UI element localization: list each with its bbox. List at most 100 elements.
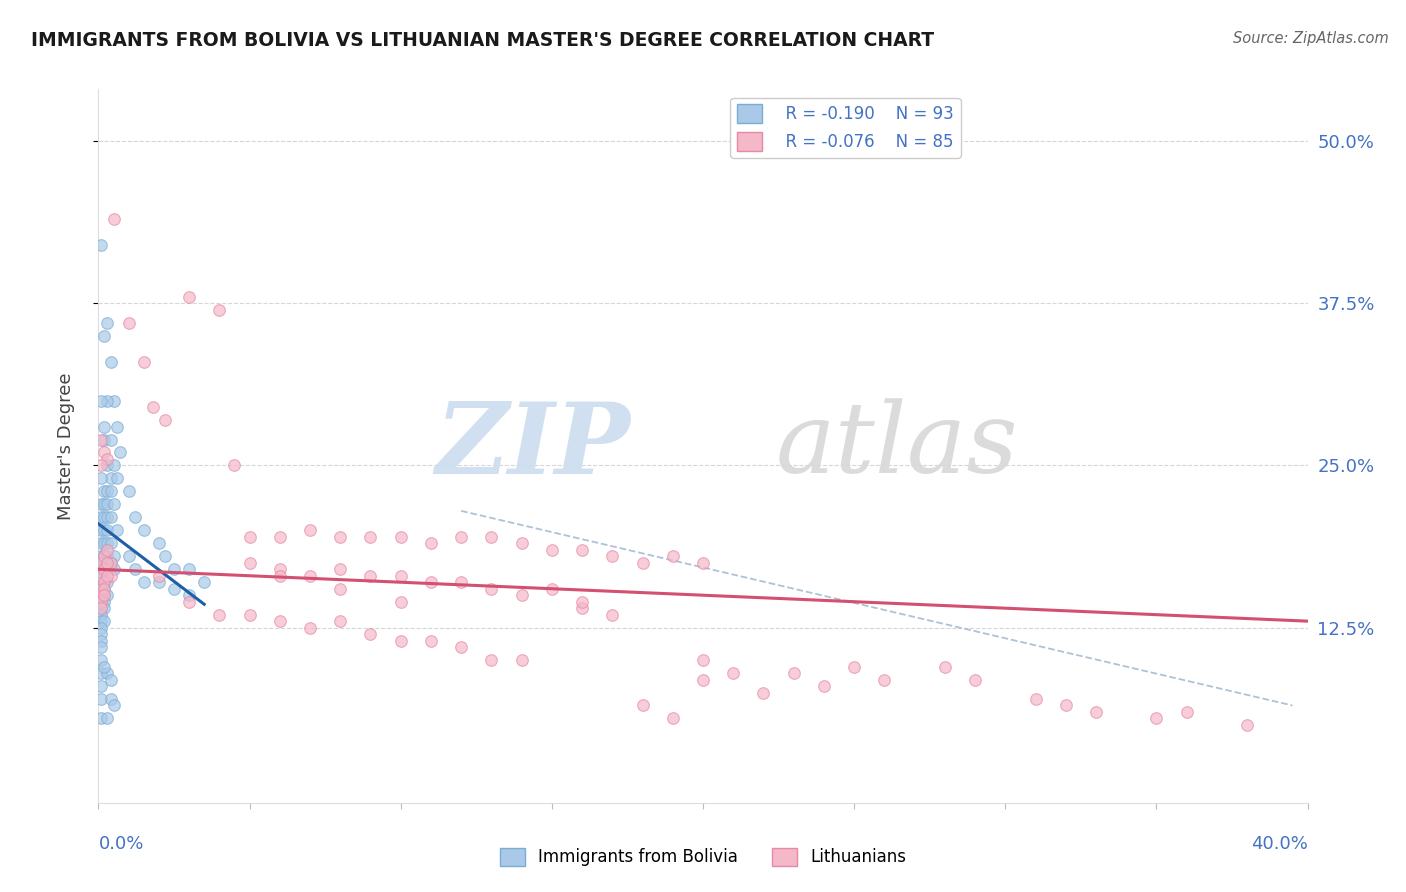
Point (450, 640, 472, 654)
Point (93, 575, 115, 590)
Point (96, 549, 118, 564)
Point (100, 354, 122, 368)
Point (90, 471, 112, 485)
Point (93, 582, 115, 596)
Point (93, 328, 115, 343)
Point (329, 614, 352, 628)
Point (90, 640, 112, 654)
Point (510, 536, 533, 550)
Point (389, 595, 412, 609)
Point (96, 524, 118, 538)
Point (1175, 705, 1198, 719)
Point (269, 568, 291, 582)
Point (269, 562, 291, 576)
Point (723, 666, 745, 681)
Point (96, 510, 118, 524)
Point (90, 692, 112, 706)
Point (93, 659, 115, 673)
Point (124, 562, 146, 576)
Point (239, 556, 262, 570)
Point (692, 556, 714, 570)
Point (93, 549, 115, 564)
Point (96, 556, 118, 570)
Point (208, 302, 231, 317)
Point (93, 575, 115, 590)
Point (1054, 698, 1077, 713)
Y-axis label: Master's Degree: Master's Degree (56, 372, 75, 520)
Point (873, 673, 896, 687)
Point (602, 607, 624, 622)
Text: 0.0%: 0.0% (98, 835, 143, 853)
Point (118, 549, 141, 564)
Point (163, 562, 186, 576)
Point (93, 510, 115, 524)
Point (1085, 705, 1108, 719)
Point (329, 562, 352, 576)
Point (360, 530, 382, 544)
Point (90, 621, 112, 635)
Point (103, 562, 125, 576)
Point (93, 549, 115, 564)
Text: 40.0%: 40.0% (1251, 835, 1308, 853)
Point (90, 568, 112, 582)
Point (132, 575, 155, 590)
Text: atlas: atlas (776, 399, 1018, 493)
Point (96, 484, 118, 499)
Point (90, 653, 112, 667)
Point (692, 653, 714, 667)
Point (90, 510, 112, 524)
Point (93, 419, 115, 434)
Point (100, 556, 122, 570)
Point (100, 510, 122, 524)
Point (90, 556, 112, 570)
Point (90, 433, 112, 447)
Point (142, 400, 165, 414)
Point (389, 530, 412, 544)
Point (90, 679, 112, 693)
Point (813, 679, 835, 693)
Point (93, 588, 115, 602)
Point (540, 542, 562, 557)
Point (118, 484, 141, 499)
Point (96, 575, 118, 590)
Point (90, 711, 112, 725)
Point (96, 393, 118, 408)
Point (96, 568, 118, 582)
Point (100, 484, 122, 499)
Point (1236, 718, 1258, 732)
Point (93, 536, 115, 550)
Point (163, 582, 186, 596)
Point (132, 354, 155, 368)
Point (100, 536, 122, 550)
Point (90, 595, 112, 609)
Point (90, 556, 112, 570)
Point (420, 633, 443, 648)
Point (934, 659, 956, 673)
Point (105, 524, 128, 538)
Point (90, 614, 112, 628)
Point (153, 413, 176, 427)
Point (239, 530, 262, 544)
Point (571, 542, 593, 557)
Point (510, 653, 533, 667)
Point (389, 633, 412, 648)
Point (179, 290, 201, 304)
Point (90, 458, 112, 473)
Point (692, 673, 714, 687)
Point (389, 568, 412, 582)
Point (661, 711, 683, 725)
Point (93, 562, 115, 576)
Point (90, 549, 112, 564)
Point (450, 530, 472, 544)
Text: IMMIGRANTS FROM BOLIVIA VS LITHUANIAN MASTER'S DEGREE CORRELATION CHART: IMMIGRANTS FROM BOLIVIA VS LITHUANIAN MA… (31, 31, 934, 50)
Point (100, 692, 122, 706)
Point (783, 666, 806, 681)
Point (420, 536, 443, 550)
Point (481, 530, 503, 544)
Point (299, 621, 322, 635)
Point (93, 445, 115, 459)
Point (90, 238, 112, 252)
Point (90, 562, 112, 576)
Point (96, 542, 118, 557)
Point (269, 530, 291, 544)
